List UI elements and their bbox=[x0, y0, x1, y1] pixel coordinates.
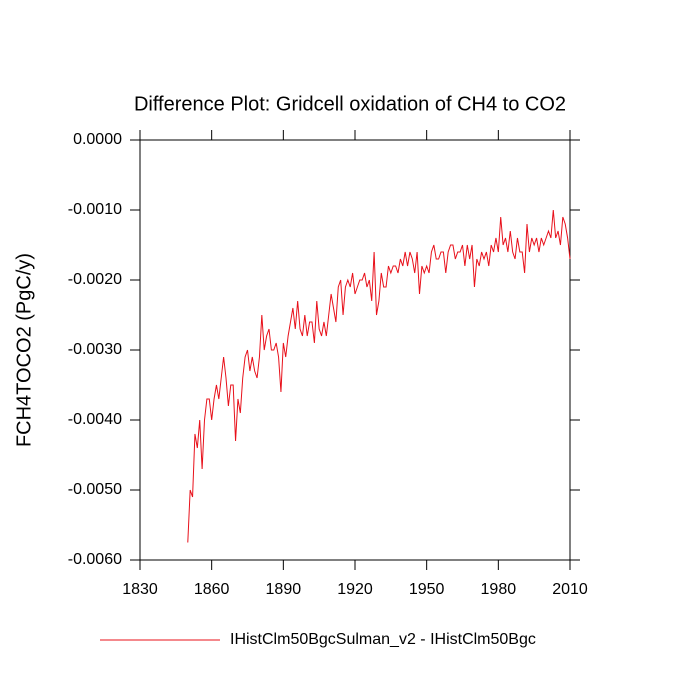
x-tick-label: 1950 bbox=[409, 581, 445, 598]
y-tick-label: 0.0000 bbox=[73, 131, 122, 148]
y-tick-label: -0.0030 bbox=[68, 341, 122, 358]
y-tick-label: -0.0040 bbox=[68, 411, 122, 428]
x-tick-label: 1980 bbox=[481, 581, 517, 598]
legend-label: IHistClm50BgcSulman_v2 - IHistClm50Bgc bbox=[230, 631, 536, 648]
y-tick-label: -0.0060 bbox=[68, 551, 122, 568]
x-tick-label: 1890 bbox=[266, 581, 302, 598]
y-tick-label: -0.0050 bbox=[68, 481, 122, 498]
y-tick-label: -0.0010 bbox=[68, 201, 122, 218]
x-tick-label: 2010 bbox=[552, 581, 588, 598]
chart-title: Difference Plot: Gridcell oxidation of C… bbox=[134, 93, 566, 115]
data-line bbox=[187, 209, 571, 543]
plot-frame bbox=[139, 139, 571, 561]
y-axis-label: FCH4TOCO2 (PgC/y) bbox=[13, 253, 35, 447]
y-tick-label: -0.0020 bbox=[68, 271, 122, 288]
x-tick-label: 1830 bbox=[122, 581, 158, 598]
x-tick-label: 1860 bbox=[194, 581, 230, 598]
x-tick-label: 1920 bbox=[337, 581, 373, 598]
